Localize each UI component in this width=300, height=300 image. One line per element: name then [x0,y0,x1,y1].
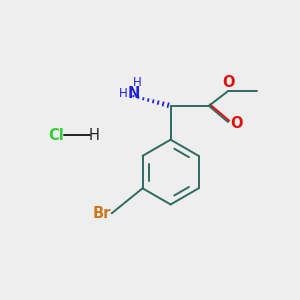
Text: O: O [222,75,234,90]
Text: N: N [128,86,140,101]
Text: O: O [230,116,242,131]
Text: H: H [88,128,100,143]
Text: H: H [119,87,128,100]
Text: H: H [132,76,141,89]
Text: Br: Br [93,206,112,221]
Text: Cl: Cl [48,128,64,143]
